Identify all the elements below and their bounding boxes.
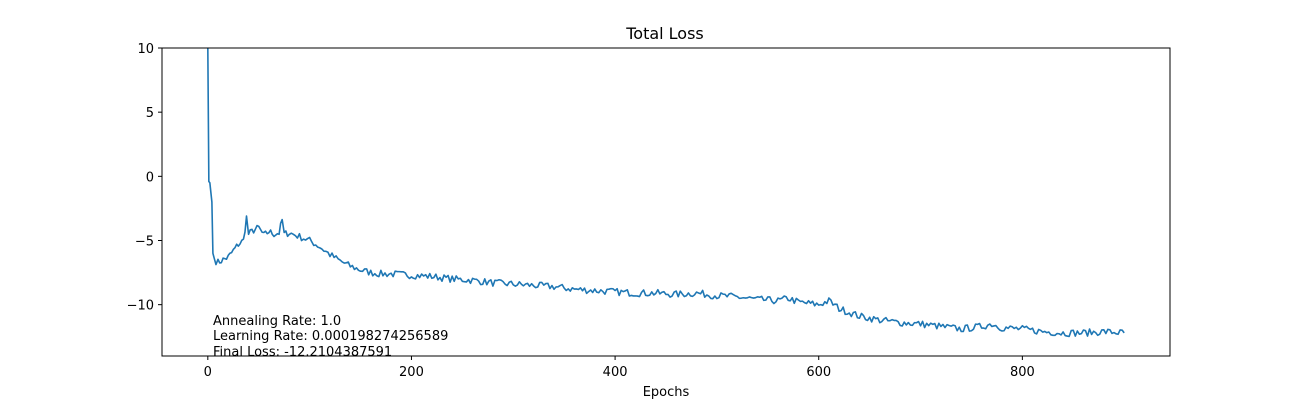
x-axis-ticks: 0 200 400 600 800 (204, 356, 1035, 380)
y-tick-label: −10 (127, 299, 154, 314)
x-tick-label: 0 (204, 365, 212, 380)
y-tick-label: 5 (146, 106, 154, 121)
x-tick-label: 800 (1010, 365, 1035, 380)
x-tick-label: 600 (806, 365, 831, 380)
series-line-total-loss (207, 48, 1125, 338)
annotation-block: Annealing Rate: 1.0 Learning Rate: 0.000… (213, 314, 448, 360)
y-tick-label: 10 (137, 42, 154, 57)
annotation-learning-rate: Learning Rate: 0.000198274256589 (213, 329, 448, 344)
annotation-final-loss: Final Loss: -12.2104387591 (213, 345, 392, 360)
y-tick-label: −5 (135, 235, 154, 250)
annotation-annealing-rate: Annealing Rate: 1.0 (213, 314, 341, 329)
x-axis-label: Epochs (643, 385, 690, 400)
y-axis-ticks: 10 5 0 −5 −10 (127, 42, 162, 314)
x-tick-label: 200 (399, 365, 424, 380)
chart-title: Total Loss (625, 24, 704, 43)
x-tick-label: 400 (603, 365, 628, 380)
y-tick-label: 0 (146, 170, 154, 185)
plot-frame (161, 47, 1171, 357)
series-layer (207, 48, 1125, 338)
